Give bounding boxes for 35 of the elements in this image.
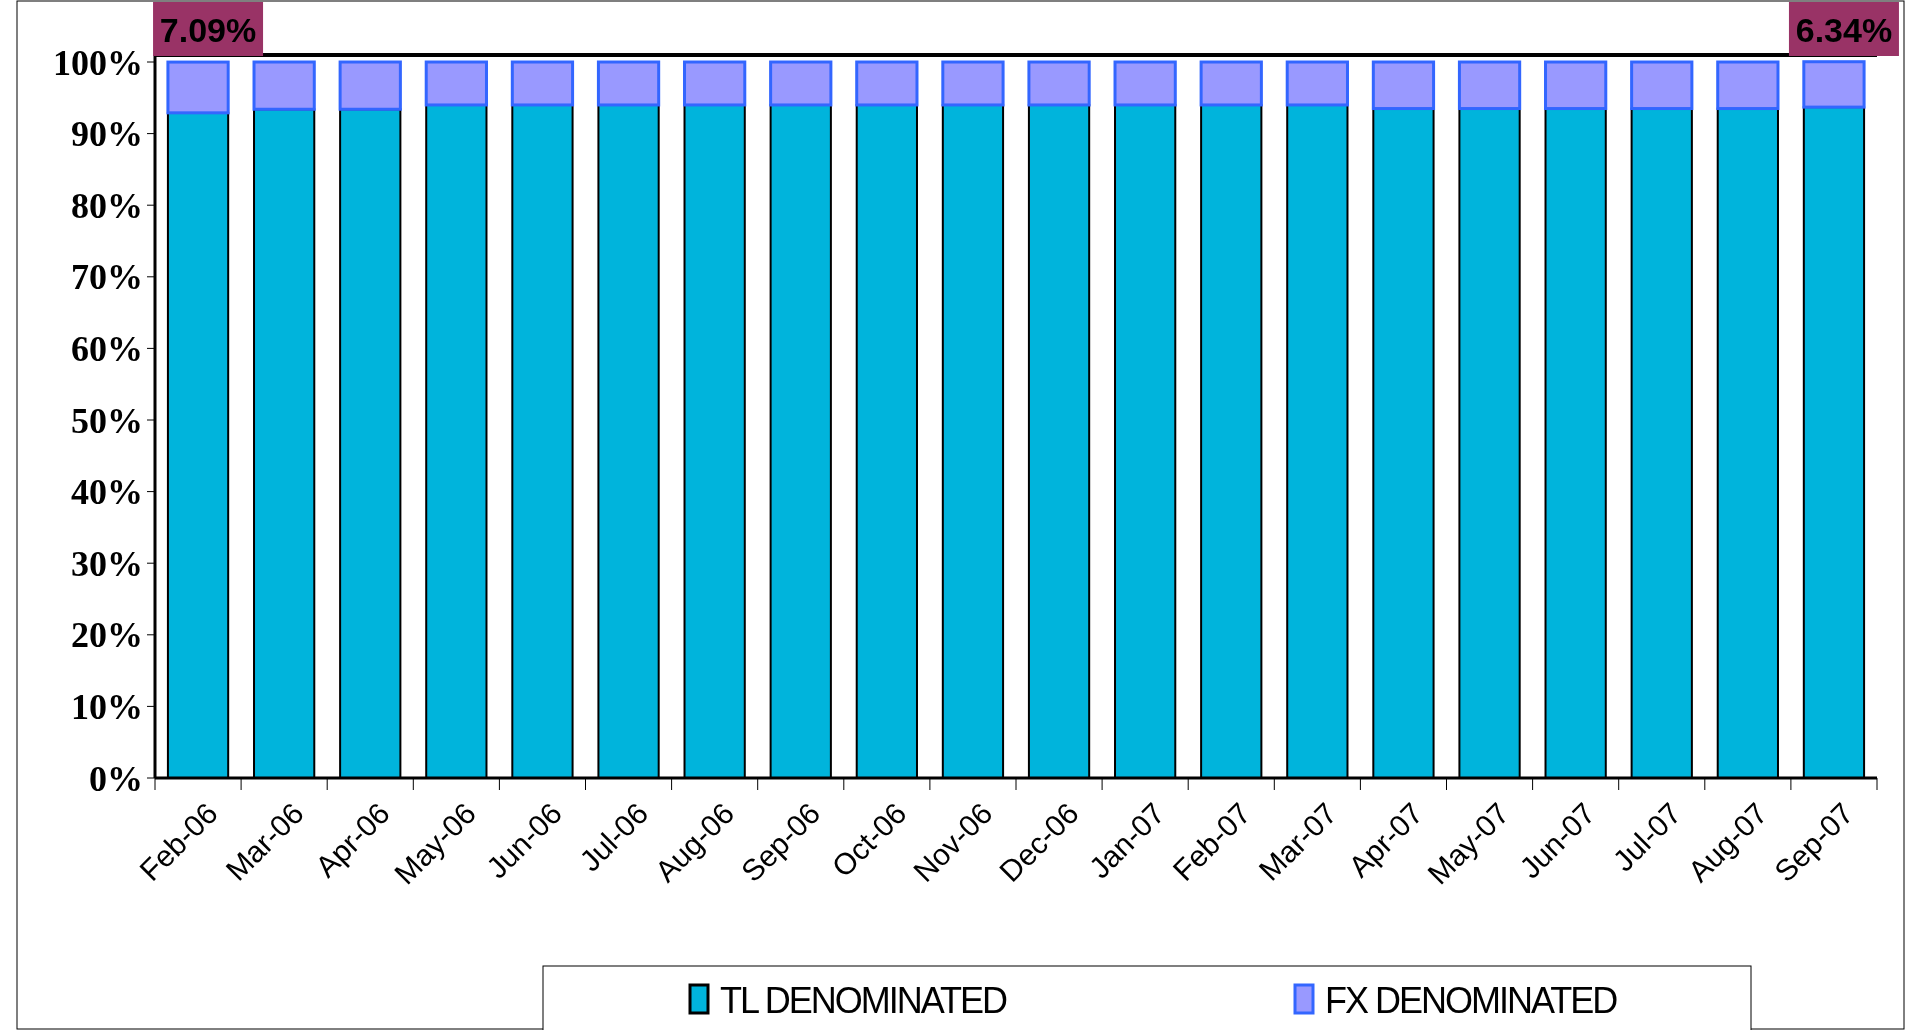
bar (1027, 60, 1091, 107)
y-tick-label: 10% (71, 687, 143, 727)
bar (1285, 60, 1349, 107)
bar (683, 60, 747, 107)
bar (1544, 60, 1608, 111)
y-tick-label: 50% (71, 400, 143, 441)
y-tick-label: 20% (71, 615, 143, 656)
y-tick-label: 30% (71, 543, 143, 584)
bar (252, 60, 316, 111)
bar (166, 60, 230, 115)
bar (1630, 60, 1694, 111)
bar (1802, 60, 1866, 109)
y-tick-label: 80% (71, 185, 143, 226)
y-tick-label: 40% (71, 472, 143, 513)
y-tick-label: 0% (89, 758, 143, 799)
data-label: 7.09% (159, 11, 257, 49)
bar (338, 60, 402, 111)
bar (941, 60, 1005, 107)
y-tick-label: 100% (53, 42, 143, 83)
bar (855, 60, 919, 107)
bar (1371, 60, 1436, 111)
bar (1199, 60, 1263, 107)
bar (510, 60, 575, 107)
bar (769, 60, 833, 107)
legend-label: TL DENOMINATED (720, 979, 1008, 1021)
y-tick-label: 60% (71, 329, 143, 369)
bar (1113, 60, 1177, 107)
legend-label: FX DENOMINATED (1325, 979, 1618, 1021)
y-tick-label: 70% (71, 257, 143, 298)
bar (424, 60, 488, 107)
bar (596, 60, 661, 107)
data-label: 6.34% (1795, 11, 1893, 49)
bar (1457, 60, 1522, 111)
y-tick-label: 90% (71, 114, 143, 155)
bar (1716, 60, 1780, 111)
